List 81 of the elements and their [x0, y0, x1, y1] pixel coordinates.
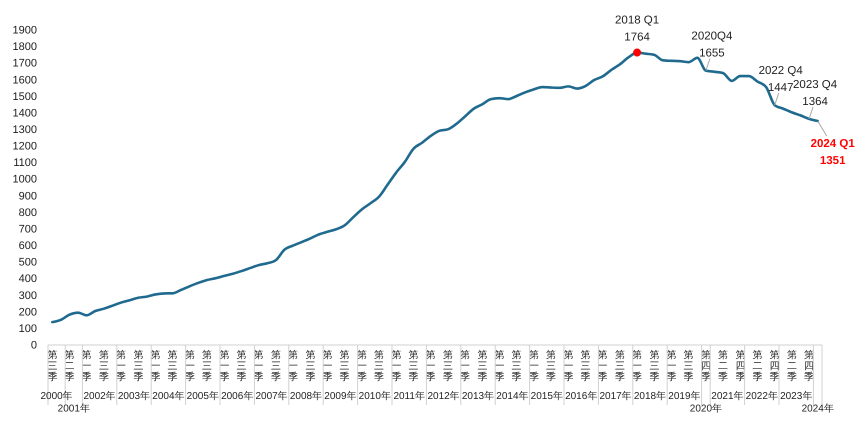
- y-tick-label: 800: [18, 206, 37, 219]
- x-tick-label: 第三季: [374, 349, 384, 383]
- x-tick-label: 第三季: [305, 349, 316, 383]
- x-tick-label: 第三季: [477, 349, 488, 383]
- text: 2002年: [83, 390, 116, 402]
- x-tick-label: 第四季: [804, 349, 814, 383]
- x-tick-label: 第三季: [649, 349, 660, 383]
- text: 2014年: [496, 390, 529, 402]
- text: 2001年: [58, 402, 90, 414]
- text: 2023年: [780, 390, 812, 402]
- y-tick-label: 100: [18, 322, 37, 335]
- x-tick-label: 第三季: [202, 349, 212, 383]
- y-tick-label: 1200: [12, 140, 37, 153]
- annotation: 2020Q4: [691, 30, 733, 43]
- x-tick-label: 第三季: [442, 349, 453, 383]
- y-tick-label: 1800: [12, 41, 37, 54]
- y-tick-label: 1700: [12, 58, 37, 70]
- text: 2021年: [711, 390, 744, 402]
- y-tick-label: 1900: [12, 24, 37, 37]
- y-tick-label: 500: [18, 256, 37, 269]
- data-label: 1364: [802, 96, 828, 108]
- y-tick-label: 900: [18, 190, 37, 202]
- x-tick-label: 第二季: [786, 349, 797, 383]
- text: 2004年: [152, 390, 185, 402]
- x-tick-label: 第三季: [684, 349, 694, 383]
- text: 2015年: [530, 390, 563, 402]
- data-label: 1764: [624, 32, 650, 44]
- y-tick-label: 1400: [12, 107, 37, 120]
- x-tick-label: 第四季: [770, 349, 780, 383]
- y-tick-label: 700: [18, 223, 37, 236]
- text: 2007年: [255, 390, 288, 402]
- x-tick-label: 第三季: [47, 349, 58, 383]
- text: 2000年: [40, 390, 73, 402]
- x-tick-label: 第三季: [614, 349, 625, 383]
- text: 2009年: [324, 390, 357, 402]
- x-tick-label: 第三季: [580, 349, 590, 383]
- text: 2018年: [634, 390, 666, 402]
- x-tick-label: 第三季: [98, 349, 109, 383]
- text: 2020年: [690, 402, 722, 414]
- text: 2010年: [358, 390, 391, 402]
- y-tick-label: 1600: [12, 74, 37, 86]
- y-tick-label: 200: [18, 306, 37, 318]
- x-tick-label: 第三季: [408, 349, 418, 383]
- y-tick-label: 0: [30, 340, 37, 352]
- x-tick-label: 第二季: [752, 349, 762, 383]
- x-tick-label: 第三季: [546, 349, 556, 383]
- text: 2003年: [118, 390, 150, 402]
- y-tick-label: 1300: [12, 124, 37, 136]
- text: 2013年: [462, 390, 494, 402]
- text: 2008年: [290, 390, 322, 402]
- annotation: 2023 Q4: [793, 78, 838, 91]
- x-tick-label: 第三季: [133, 349, 144, 383]
- x-tick-label: 第三季: [340, 349, 350, 383]
- x-tick-label: 第三季: [168, 349, 178, 383]
- y-tick-label: 400: [18, 273, 37, 286]
- x-tick-label: 第二季: [64, 349, 74, 383]
- x-tick-label: 第三季: [270, 349, 281, 383]
- y-tick-label: 1500: [12, 90, 37, 103]
- y-tick-label: 1100: [13, 157, 37, 170]
- x-tick-label: 第四季: [735, 349, 746, 383]
- data-label: 1447: [768, 82, 794, 94]
- annotation: 2024 Q1: [810, 138, 856, 150]
- y-tick-label: 1000: [12, 174, 37, 186]
- text: 2016年: [565, 390, 598, 402]
- text: 2019年: [668, 390, 701, 402]
- text: 2017年: [599, 390, 632, 402]
- text: 2006年: [221, 390, 254, 402]
- text: 2012年: [427, 390, 460, 402]
- text: 2018 Q1: [615, 14, 660, 27]
- text: 2022年: [746, 390, 778, 402]
- data-label: 1655: [699, 48, 725, 60]
- x-tick-label: 第二季: [718, 349, 728, 383]
- y-tick-label: 600: [18, 240, 37, 252]
- annotation: 2022 Q4: [758, 65, 804, 78]
- text: 2024年: [802, 402, 834, 414]
- data-label: 1351: [820, 155, 846, 168]
- y-tick-label: 300: [18, 290, 37, 302]
- x-tick-label: 第三季: [512, 349, 522, 383]
- text: 2005年: [186, 390, 219, 402]
- x-tick-label: 第三季: [236, 349, 246, 383]
- text: 2011年: [393, 390, 425, 402]
